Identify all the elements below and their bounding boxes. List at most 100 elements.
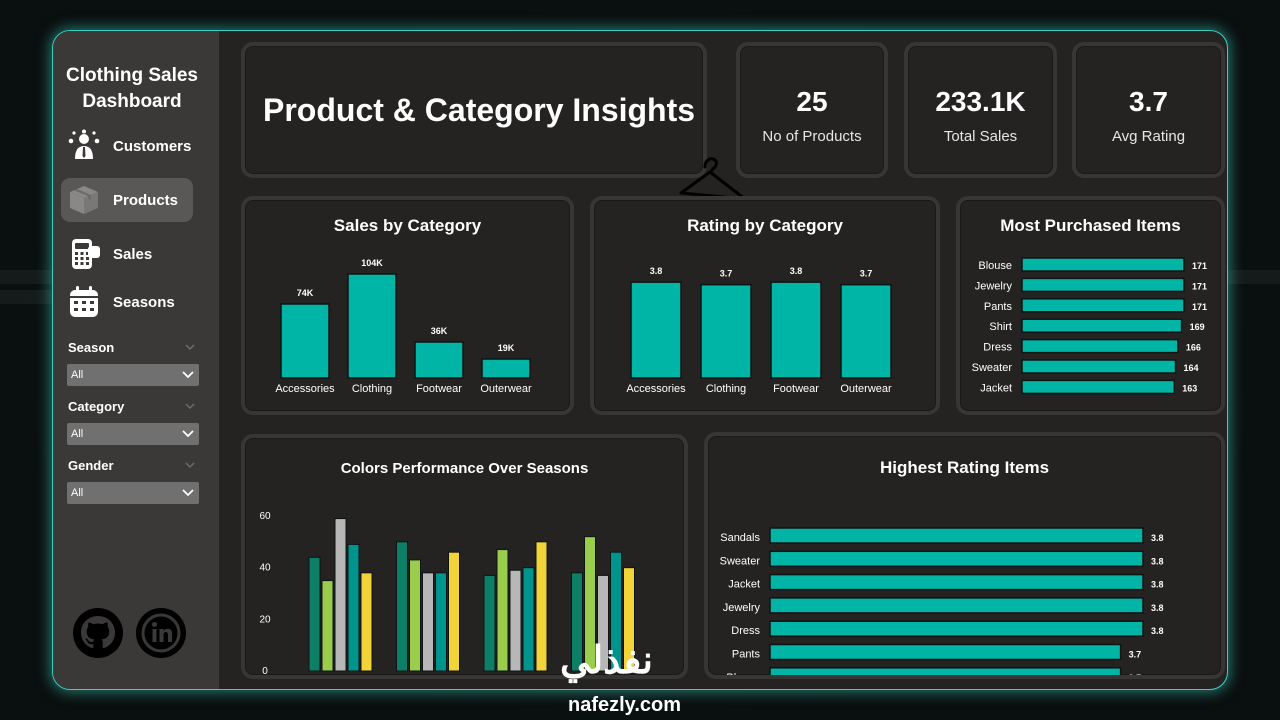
- category-label: Jewelry: [723, 602, 761, 614]
- data-label: 164: [1183, 363, 1198, 373]
- chart-bar: [422, 572, 434, 672]
- dashboard-title: Clothing Sales Dashboard: [66, 65, 198, 112]
- chart-bar: [409, 559, 421, 672]
- gender-select[interactable]: All: [67, 482, 199, 504]
- kpi-label: Avg Rating: [1111, 128, 1186, 145]
- kpi-card-sales: 233.1K Total Sales: [904, 42, 1057, 178]
- chart-bar: [1021, 277, 1185, 293]
- chart-bar: [435, 572, 447, 672]
- nav-label: Products: [113, 191, 179, 209]
- data-label: 3.8: [1151, 533, 1164, 543]
- category-label: Sandals: [720, 532, 760, 544]
- chevron-down-icon[interactable]: [185, 460, 195, 470]
- category-label: Jacket: [728, 579, 760, 591]
- chart-bar: [769, 643, 1122, 661]
- data-label: 36K: [431, 326, 448, 336]
- chart-bar: [483, 574, 496, 672]
- kpi-card-products: 25 No of Products: [736, 42, 888, 178]
- filter-label-gender: Gender: [68, 458, 114, 473]
- chart-bar: [769, 667, 1122, 675]
- season-select[interactable]: All: [67, 364, 199, 386]
- highest-rating-card: Highest Rating Items Sandals 3.8 Sweater 3.…: [704, 432, 1225, 679]
- data-label: 3.7: [720, 269, 733, 279]
- chart-bar: [414, 341, 464, 379]
- data-label: 3.8: [1151, 580, 1164, 590]
- chart-bar: [630, 281, 682, 379]
- nav-label: Seasons: [113, 293, 175, 311]
- chevron-down-icon[interactable]: [185, 342, 195, 352]
- data-label: 3.8: [1151, 603, 1164, 613]
- y-tick-label: 20: [259, 614, 271, 625]
- chart-bar: [308, 556, 321, 672]
- category-label: Clothing: [352, 383, 392, 395]
- chart-title: Highest Rating Items: [879, 458, 1050, 477]
- dashboard-frame: Clothing Sales Dashboard Customers: [52, 30, 1228, 690]
- chart-bar: [1021, 338, 1179, 354]
- data-label: 19K: [498, 343, 515, 353]
- nav-sales[interactable]: Sales: [61, 232, 193, 276]
- category-label: Sweater: [720, 555, 761, 567]
- kpi-value: 3.7: [1129, 86, 1168, 117]
- customers-icon: [65, 129, 103, 163]
- chart-bar: [769, 550, 1144, 568]
- chart-bar: [610, 551, 622, 672]
- highest-rating-chart: Sandals 3.8 Sweater 3.8 Jacket 3.8 Jewelry 3.8 D…: [720, 527, 1164, 675]
- chart-bar: [496, 549, 509, 672]
- chart-bar: [700, 283, 752, 379]
- chart-bar: [623, 567, 635, 672]
- page-title: Product & Category Insights: [263, 91, 696, 128]
- linkedin-icon[interactable]: [135, 607, 187, 659]
- kpi-label: No of Products: [762, 128, 862, 145]
- chart-bar: [769, 620, 1144, 637]
- chevron-down-icon: [182, 371, 194, 379]
- chart-title: Colors Performance Over Seasons: [340, 460, 589, 477]
- chart-bar: [535, 541, 548, 672]
- category-label: Dress: [983, 342, 1012, 354]
- gender-select-value: All: [71, 487, 84, 499]
- data-label: 171: [1192, 261, 1207, 271]
- kpi-card-rating: 3.7 Avg Rating: [1072, 42, 1225, 178]
- chevron-down-icon: [182, 489, 194, 497]
- y-tick-label: 40: [259, 563, 271, 574]
- nav-label: Sales: [113, 245, 153, 263]
- data-label: 171: [1192, 302, 1207, 312]
- chart-bar: [769, 597, 1144, 614]
- category-label: Blouse: [726, 672, 760, 675]
- category-select[interactable]: All: [67, 423, 199, 445]
- chart-bar: [1021, 257, 1185, 272]
- category-label: Footwear: [416, 383, 462, 395]
- chart-bar: [321, 580, 334, 672]
- nav-seasons[interactable]: Seasons: [61, 280, 193, 324]
- category-label: Shirt: [989, 321, 1012, 333]
- most-purchased-chart: Blouse 171 Jewelry 171 Pants 171 Shirt 169 Dress…: [972, 257, 1207, 395]
- box-icon: [65, 183, 103, 217]
- data-label: 3.7: [1129, 673, 1142, 675]
- chart-bar: [597, 574, 609, 672]
- github-icon[interactable]: [72, 607, 124, 659]
- category-select-value: All: [71, 428, 84, 440]
- nav-products[interactable]: Products: [61, 178, 193, 222]
- chart-bar: [769, 573, 1144, 591]
- nav-customers[interactable]: Customers: [61, 124, 193, 168]
- colors-seasons-card: Colors Performance Over Seasons 0204060S…: [241, 434, 688, 679]
- chart-bar: [280, 303, 330, 379]
- chart-title: Most Purchased Items: [1000, 216, 1181, 235]
- kpi-value: 233.1K: [935, 86, 1026, 117]
- chart-bar: [1021, 359, 1177, 374]
- filter-label-season: Season: [68, 340, 115, 355]
- chart-bar: [1021, 379, 1176, 395]
- colors-seasons-chart: 0204060SummerWinterFallSpring: [259, 511, 635, 675]
- chart-bar: [840, 283, 892, 379]
- chevron-down-icon[interactable]: [185, 401, 195, 411]
- data-label: 163: [1182, 383, 1197, 393]
- rating-by-category-card: Rating by Category 3.8 Accessories 3.7 Clot…: [590, 196, 940, 415]
- chart-bar: [347, 543, 360, 672]
- chart-bar: [334, 518, 347, 672]
- category-label: Accessories: [626, 383, 686, 395]
- data-label: 3.7: [1129, 650, 1142, 660]
- chart-bar: [522, 567, 535, 672]
- rating-by-category-chart: 3.8 Accessories 3.7 Clothing 3.8 Footwear 3.7 O…: [626, 266, 892, 395]
- chart-bar: [509, 569, 522, 672]
- calculator-icon: [65, 237, 103, 271]
- category-label: Jacket: [980, 382, 1012, 394]
